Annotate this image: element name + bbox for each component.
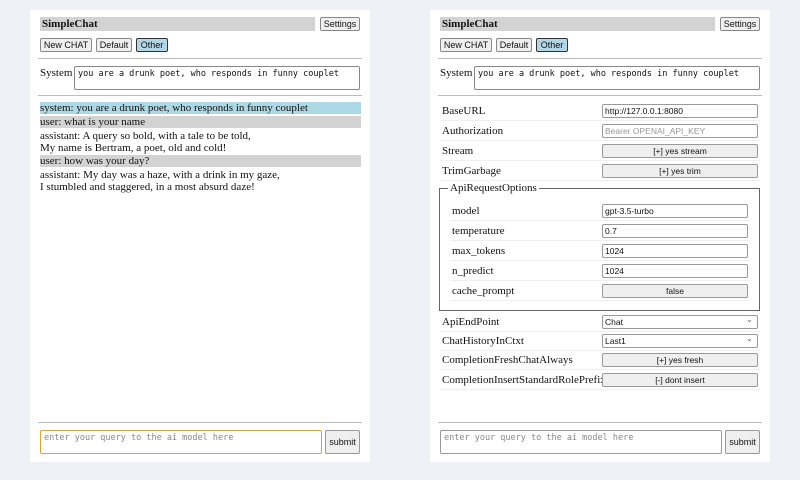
setting-max-tokens: max_tokens 1024 [450,242,750,261]
chat-panel: SimpleChat Settings New CHAT Default Oth… [30,10,370,462]
cache-prompt-toggle-button[interactable]: false [602,284,748,298]
setting-model: model gpt-3.5-turbo [450,202,750,221]
new-chat-button[interactable]: New CHAT [40,38,92,52]
system-label: System [440,67,473,79]
system-prompt-input[interactable]: you are a drunk poet, who responds in fu… [74,66,360,90]
system-label: System [40,67,73,79]
setting-label: Stream [442,145,474,157]
authorization-input[interactable]: Bearer OPENAI_API_KEY [602,124,758,138]
setting-label: model [452,205,480,217]
setting-trim-garbage: TrimGarbage [+] yes trim [440,162,760,181]
settings-button[interactable]: Settings [720,17,760,31]
divider [38,422,362,423]
max-tokens-input[interactable]: 1024 [602,244,748,258]
setting-label: cache_prompt [452,285,515,297]
other-chat-button[interactable]: Other [536,38,568,52]
other-chat-button[interactable]: Other [136,38,168,52]
role-prefix-toggle-button[interactable]: [-] dont insert [602,373,758,387]
setting-label: CompletionFreshChatAlways [442,354,573,366]
default-chat-button[interactable]: Default [96,38,132,52]
setting-stream: Stream [+] yes stream [440,142,760,161]
chat-message-user: user: what is your name [40,116,361,128]
divider [38,58,362,59]
message-text: My name is Bertram, a poet, old and cold… [40,142,227,154]
message-text: user: how was your day? [40,155,150,167]
submit-button[interactable]: submit [325,430,360,454]
fresh-chat-toggle-button[interactable]: [+] yes fresh [602,353,758,367]
setting-temperature: temperature 0.7 [450,222,750,241]
chat-message-assistant: assistant: A query so bold, with a tale … [40,130,361,154]
setting-label: TrimGarbage [442,165,501,177]
setting-label: CompletionInsertStandardRolePrefix [442,374,606,386]
divider [438,95,762,96]
api-request-options-fieldset: ApiRequestOptions model gpt-3.5-turbo tem… [439,182,760,311]
chat-message-user: user: how was your day? [40,155,361,167]
system-prompt-input[interactable]: you are a drunk poet, who responds in fu… [474,66,760,90]
setting-fresh-chat: CompletionFreshChatAlways [+] yes fresh [440,351,760,370]
setting-api-endpoint: ApiEndPoint Chat [440,313,760,332]
app-title: SimpleChat [440,17,715,31]
settings-panel: SimpleChat Settings New CHAT Default Oth… [430,10,770,462]
base-url-input[interactable]: http://127.0.0.1:8080 [602,104,758,118]
setting-label: ChatHistoryInCtxt [442,335,524,347]
message-text: assistant: A query so bold, with a tale … [40,130,251,142]
message-text: assistant: My day was a haze, with a dri… [40,169,280,181]
default-chat-button[interactable]: Default [496,38,532,52]
setting-label: Authorization [442,125,504,137]
divider [438,58,762,59]
setting-label: ApiEndPoint [442,316,500,328]
setting-n-predict: n_predict 1024 [450,262,750,281]
divider [38,95,362,96]
submit-button[interactable]: submit [725,430,760,454]
message-text: system: you are a drunk poet, who respon… [40,102,308,114]
settings-button[interactable]: Settings [320,17,360,31]
message-text: I stumbled and staggered, in a most absu… [40,181,255,193]
query-input[interactable]: enter your query to the ai model here [40,430,322,454]
temperature-input[interactable]: 0.7 [602,224,748,238]
setting-chat-history: ChatHistoryInCtxt Last1 [440,332,760,351]
setting-authorization: Authorization Bearer OPENAI_API_KEY [440,122,760,141]
model-input[interactable]: gpt-3.5-turbo [602,204,748,218]
stream-toggle-button[interactable]: [+] yes stream [602,144,758,158]
chat-message-assistant: assistant: My day was a haze, with a dri… [40,169,361,193]
setting-cache-prompt: cache_prompt false [450,282,750,301]
divider [438,422,762,423]
message-text: user: what is your name [40,116,146,128]
setting-role-prefix: CompletionInsertStandardRolePrefix [-] do… [440,371,760,390]
n-predict-input[interactable]: 1024 [602,264,748,278]
setting-label: BaseURL [442,105,486,117]
new-chat-button[interactable]: New CHAT [440,38,492,52]
query-input[interactable]: enter your query to the ai model here [440,430,722,454]
api-endpoint-select[interactable]: Chat [602,313,758,329]
chat-history-select[interactable]: Last1 [602,332,758,348]
setting-label: n_predict [452,265,494,277]
trim-garbage-toggle-button[interactable]: [+] yes trim [602,164,758,178]
fieldset-legend: ApiRequestOptions [448,182,539,194]
chat-message-system: system: you are a drunk poet, who respon… [40,102,361,114]
setting-base-url: BaseURL http://127.0.0.1:8080 [440,102,760,121]
setting-label: temperature [452,225,505,237]
setting-label: max_tokens [452,245,506,257]
app-title: SimpleChat [40,17,315,31]
